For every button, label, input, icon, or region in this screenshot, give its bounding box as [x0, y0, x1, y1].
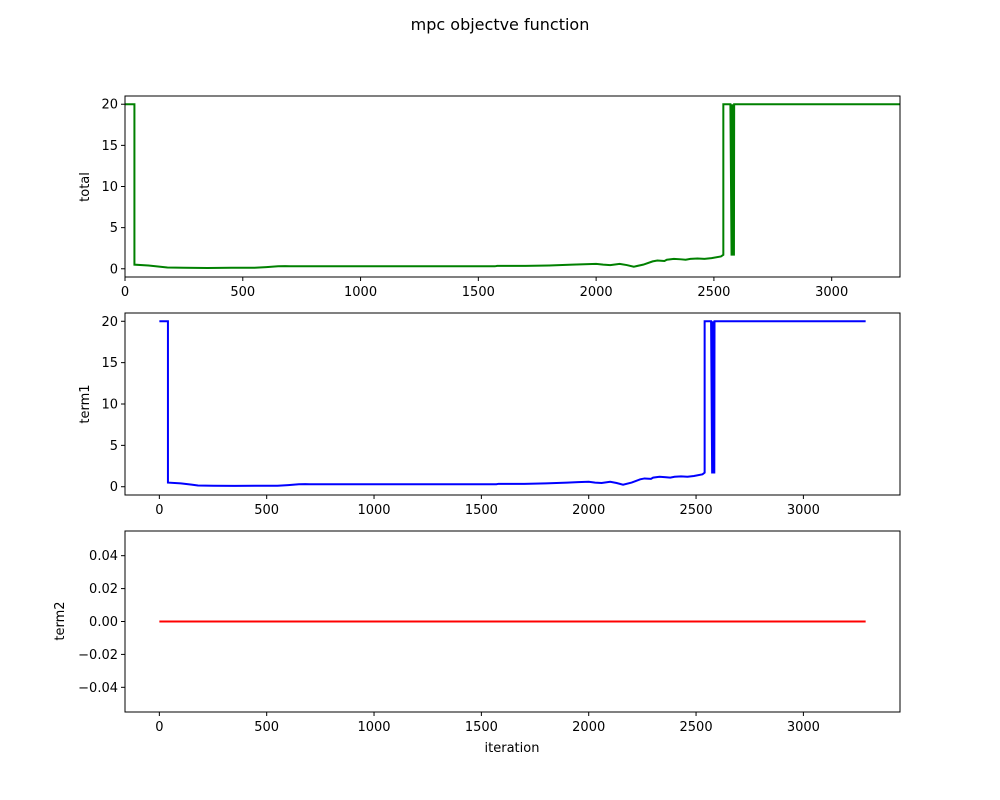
x-tick-label-total: 1500 [462, 285, 495, 300]
y-tick-label-total: 20 [101, 98, 118, 113]
y-tick-label-total: 10 [101, 180, 118, 195]
y-tick-label-term2: −0.04 [78, 681, 118, 696]
figure-title: mpc objectve function [411, 15, 590, 34]
x-tick-label-term2: 3000 [787, 720, 820, 735]
ylabel-total: total [78, 172, 93, 202]
x-tick-label-term2: 2500 [680, 720, 713, 735]
x-tick-label-term1: 1000 [357, 503, 390, 518]
y-tick-label-term1: 15 [101, 356, 118, 371]
x-tick-label-total: 2500 [697, 285, 730, 300]
subplot-term1: term1 0 500 1000 1500 2000 2500 3000 0 5 10 15 20 [78, 312, 901, 518]
y-tick-label-total: 5 [110, 221, 118, 236]
plot-area-term1: 0 500 1000 1500 2000 2500 3000 0 5 10 15 20 [101, 312, 901, 518]
x-tick-label-term2: 500 [254, 720, 279, 735]
x-tick-label-term1: 3000 [787, 503, 820, 518]
y-tick-label-term2: 0.00 [89, 615, 118, 630]
y-tick-label-term2: −0.02 [78, 648, 118, 663]
y-tick-label-term1: 20 [101, 315, 118, 330]
x-tick-label-term2: 0 [155, 720, 163, 735]
y-tick-label-term1: 5 [110, 439, 118, 454]
x-tick-label-term2: 2000 [572, 720, 605, 735]
x-tick-label-total: 3000 [815, 285, 848, 300]
plot-area-term2: 0 500 1000 1500 2000 2500 3000 0.04 0.02 0.00 −0.0… [78, 530, 901, 735]
x-tick-label-term2: 1500 [465, 720, 498, 735]
x-tick-label-term1: 2000 [572, 503, 605, 518]
x-tick-label-term1: 0 [155, 503, 163, 518]
plot-area-total: 0 500 1000 1500 2000 2500 3000 0 5 10 15 20 [101, 95, 901, 300]
x-tick-label-term2: 1000 [357, 720, 390, 735]
subplot-total: total 0 500 1000 1500 2000 2500 3000 0 5 10 15 20 [78, 95, 901, 300]
ylabel-term1: term1 [78, 384, 93, 423]
x-tick-label-term1: 500 [254, 503, 279, 518]
xlabel-iteration: iteration [485, 741, 540, 756]
y-tick-label-total: 0 [110, 262, 118, 277]
y-tick-label-term1: 10 [101, 398, 118, 413]
y-tick-label-term2: 0.04 [89, 549, 118, 564]
y-tick-label-term2: 0.02 [89, 582, 118, 597]
x-tick-label-total: 1000 [344, 285, 377, 300]
x-tick-label-term1: 1500 [465, 503, 498, 518]
x-tick-label-total: 2000 [580, 285, 613, 300]
x-tick-label-total: 0 [121, 285, 129, 300]
x-tick-label-term1: 2500 [680, 503, 713, 518]
subplot-term2: term2 iteration 0 500 1000 1500 2000 2500 3000… [53, 530, 901, 756]
ylabel-term2: term2 [53, 601, 68, 640]
series-line-term1 [159, 320, 866, 487]
y-tick-label-total: 15 [101, 139, 118, 154]
series-line-total [125, 103, 900, 269]
y-tick-label-term1: 0 [110, 480, 118, 495]
x-tick-label-total: 500 [230, 285, 255, 300]
